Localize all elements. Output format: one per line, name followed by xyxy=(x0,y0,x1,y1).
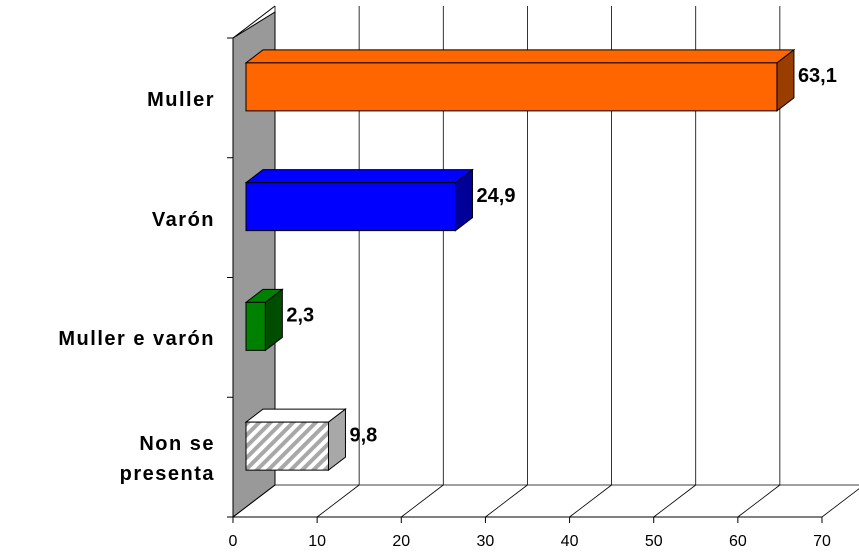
x-tick-label: 10 xyxy=(308,533,326,550)
floor-grid-line xyxy=(485,484,528,518)
floor-grid-line xyxy=(232,484,276,518)
data-label: 9,8 xyxy=(349,424,377,446)
x-tick-label: 40 xyxy=(561,533,579,550)
bar xyxy=(245,62,778,112)
bar xyxy=(245,301,266,351)
floor-grid-line xyxy=(569,484,612,518)
floor-grid-line xyxy=(401,484,444,518)
category-label: Muller xyxy=(147,88,215,111)
data-label: 2,3 xyxy=(286,305,314,327)
x-tick-label: 20 xyxy=(392,533,410,550)
x-tick-label: 0 xyxy=(229,533,238,550)
data-label: 63,1 xyxy=(798,65,837,87)
category-label: Varón xyxy=(151,208,215,231)
x-tick-label: 50 xyxy=(645,533,663,550)
bar xyxy=(245,182,457,232)
floor-grid-line xyxy=(821,488,859,518)
x-tick-label: 60 xyxy=(729,533,747,550)
data-label: 24,9 xyxy=(477,185,516,207)
category-label: Non se presenta xyxy=(119,433,215,486)
x-tick-label: 30 xyxy=(477,533,495,550)
category-label: Muller e varón xyxy=(58,328,215,351)
x-tick-label: 70 xyxy=(813,533,831,550)
floor-grid-line xyxy=(737,484,781,518)
bar-top xyxy=(244,49,796,64)
bar xyxy=(245,421,329,471)
floor-grid-line xyxy=(653,484,696,518)
bar-top xyxy=(244,169,474,184)
floor-grid-line xyxy=(316,484,360,518)
back-wall-top xyxy=(232,5,276,39)
